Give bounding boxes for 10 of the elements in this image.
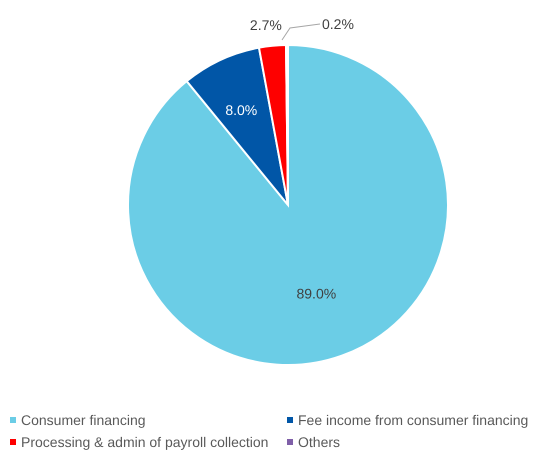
data-label: 0.2% xyxy=(322,16,354,32)
legend-label: Fee income from consumer financing xyxy=(298,412,528,428)
legend-label: Consumer financing xyxy=(21,412,146,428)
data-label: 2.7% xyxy=(250,16,282,33)
pie-slice xyxy=(186,46,289,206)
legend-label: Processing & admin of payroll collection xyxy=(21,434,268,450)
legend-label: Others xyxy=(298,434,340,450)
data-label: 89.0% xyxy=(296,285,336,302)
pie-slice xyxy=(127,44,449,366)
data-label: 8.0% xyxy=(225,102,258,118)
